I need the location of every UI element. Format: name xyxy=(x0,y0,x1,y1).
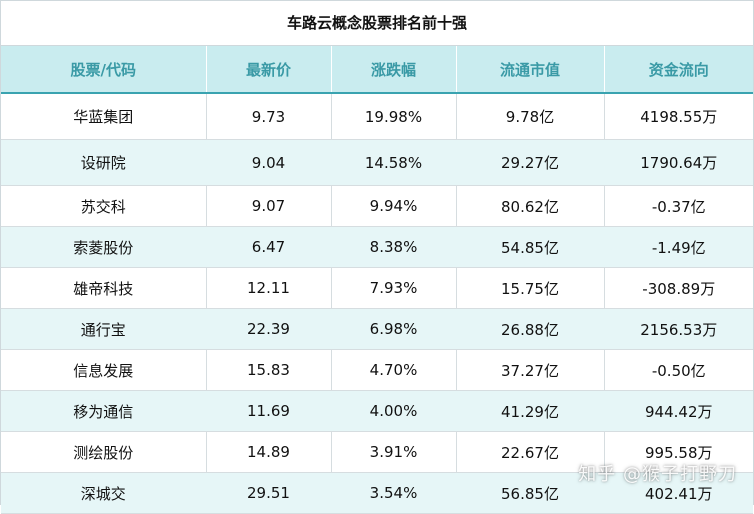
cell-change: 19.98% xyxy=(331,93,457,140)
cell-capital-flow: -0.50亿 xyxy=(604,349,753,391)
table-row: 深城交 29.51 3.54% 56.85亿 402.41万 xyxy=(1,472,753,514)
cell-price: 6.47 xyxy=(206,226,332,268)
table-row: 测绘股份 14.89 3.91% 22.67亿 995.58万 xyxy=(1,431,753,473)
stock-ranking-table: 股票/代码 最新价 涨跌幅 流通市值 资金流向 华蓝集团 9.73 19.98%… xyxy=(1,46,753,514)
cell-change: 8.38% xyxy=(331,226,457,268)
cell-capital-flow: 402.41万 xyxy=(604,472,753,514)
cell-capital-flow: -308.89万 xyxy=(604,267,753,309)
cell-capital-flow: -0.37亿 xyxy=(604,185,753,227)
cell-price: 22.39 xyxy=(206,308,332,350)
cell-stock-name: 雄帝科技 xyxy=(1,267,207,309)
cell-stock-name: 测绘股份 xyxy=(1,431,207,473)
cell-capital-flow: 944.42万 xyxy=(604,390,753,432)
cell-stock-name: 设研院 xyxy=(1,139,207,186)
cell-market-cap: 22.67亿 xyxy=(456,431,605,473)
cell-change: 7.93% xyxy=(331,267,457,309)
header-stock-code: 股票/代码 xyxy=(1,46,207,94)
cell-price: 29.51 xyxy=(206,472,332,514)
cell-stock-name: 通行宝 xyxy=(1,308,207,350)
cell-capital-flow: 4198.55万 xyxy=(604,93,753,140)
table-row: 通行宝 22.39 6.98% 26.88亿 2156.53万 xyxy=(1,308,753,350)
table-row: 设研院 9.04 14.58% 29.27亿 1790.64万 xyxy=(1,139,753,186)
cell-stock-name: 苏交科 xyxy=(1,185,207,227)
cell-capital-flow: 2156.53万 xyxy=(604,308,753,350)
header-market-cap: 流通市值 xyxy=(456,46,605,94)
header-capital-flow: 资金流向 xyxy=(604,46,753,94)
cell-capital-flow: 1790.64万 xyxy=(604,139,753,186)
cell-change: 14.58% xyxy=(331,139,457,186)
cell-market-cap: 54.85亿 xyxy=(456,226,605,268)
cell-stock-name: 华蓝集团 xyxy=(1,93,207,140)
cell-change: 4.70% xyxy=(331,349,457,391)
cell-change: 4.00% xyxy=(331,390,457,432)
table-row: 移为通信 11.69 4.00% 41.29亿 944.42万 xyxy=(1,390,753,432)
cell-stock-name: 移为通信 xyxy=(1,390,207,432)
cell-capital-flow: -1.49亿 xyxy=(604,226,753,268)
cell-capital-flow: 995.58万 xyxy=(604,431,753,473)
cell-price: 11.69 xyxy=(206,390,332,432)
cell-price: 9.73 xyxy=(206,93,332,140)
cell-market-cap: 37.27亿 xyxy=(456,349,605,391)
cell-change: 6.98% xyxy=(331,308,457,350)
cell-change: 3.54% xyxy=(331,472,457,514)
cell-change: 3.91% xyxy=(331,431,457,473)
table-row: 信息发展 15.83 4.70% 37.27亿 -0.50亿 xyxy=(1,349,753,391)
table-title: 车路云概念股票排名前十强 xyxy=(1,1,753,46)
cell-change: 9.94% xyxy=(331,185,457,227)
cell-price: 15.83 xyxy=(206,349,332,391)
cell-stock-name: 索菱股份 xyxy=(1,226,207,268)
table-row: 苏交科 9.07 9.94% 80.62亿 -0.37亿 xyxy=(1,185,753,227)
cell-market-cap: 15.75亿 xyxy=(456,267,605,309)
header-change-rate: 涨跌幅 xyxy=(331,46,457,94)
header-latest-price: 最新价 xyxy=(206,46,332,94)
table-row: 索菱股份 6.47 8.38% 54.85亿 -1.49亿 xyxy=(1,226,753,268)
cell-market-cap: 26.88亿 xyxy=(456,308,605,350)
cell-stock-name: 信息发展 xyxy=(1,349,207,391)
cell-market-cap: 29.27亿 xyxy=(456,139,605,186)
cell-market-cap: 41.29亿 xyxy=(456,390,605,432)
cell-price: 14.89 xyxy=(206,431,332,473)
cell-market-cap: 80.62亿 xyxy=(456,185,605,227)
cell-stock-name: 深城交 xyxy=(1,472,207,514)
cell-market-cap: 9.78亿 xyxy=(456,93,605,140)
table-row: 雄帝科技 12.11 7.93% 15.75亿 -308.89万 xyxy=(1,267,753,309)
cell-market-cap: 56.85亿 xyxy=(456,472,605,514)
cell-price: 9.07 xyxy=(206,185,332,227)
cell-price: 9.04 xyxy=(206,139,332,186)
cell-price: 12.11 xyxy=(206,267,332,309)
table-header-row: 股票/代码 最新价 涨跌幅 流通市值 资金流向 xyxy=(1,46,753,94)
table-row: 华蓝集团 9.73 19.98% 9.78亿 4198.55万 xyxy=(1,93,753,140)
